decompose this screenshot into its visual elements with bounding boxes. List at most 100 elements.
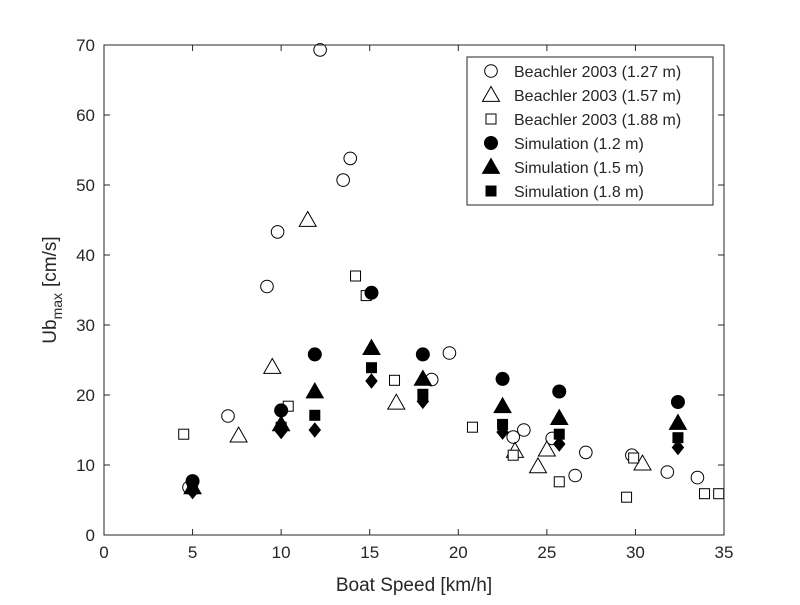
data-point-diamond-filled <box>365 373 378 389</box>
data-point-circle-open <box>313 43 327 57</box>
legend-label: Beachler 2003 (1.57 m) <box>514 88 681 105</box>
data-point-triangle-filled <box>413 369 433 386</box>
x-tick-label: 0 <box>99 543 108 562</box>
data-point-square-open <box>389 374 401 386</box>
x-tick-label: 15 <box>360 543 379 562</box>
data-point-square-open <box>553 476 565 488</box>
y-tick-label: 40 <box>76 246 95 265</box>
data-point-diamond-filled <box>496 424 509 440</box>
data-point-square-open <box>621 491 633 503</box>
data-point-circle-filled <box>495 371 510 386</box>
legend-label: Simulation (1.8 m) <box>514 184 644 201</box>
series-1 <box>229 210 652 474</box>
legend-entry: Beachler 2003 (1.27 m) <box>484 64 681 81</box>
data-points <box>178 43 725 503</box>
legend-entry: Simulation (1.8 m) <box>485 184 644 201</box>
y-tick-label: 60 <box>76 106 95 125</box>
data-point-square-open <box>628 452 640 464</box>
data-point-square-open <box>507 449 519 461</box>
data-point-diamond-filled <box>416 393 430 410</box>
legend-entry: Beachler 2003 (1.57 m) <box>481 85 681 105</box>
data-point-square-filled <box>365 362 377 374</box>
legend-marker-triangle-filled <box>481 157 501 174</box>
data-point-diamond-filled <box>308 422 322 438</box>
legend-box <box>466 56 714 206</box>
data-point-triangle-filled <box>493 396 512 414</box>
legend-entry: Beachler 2003 (1.88 m) <box>485 112 681 129</box>
legend-entry: Simulation (1.5 m) <box>481 157 644 177</box>
x-axis-label: Boat Speed [km/h] <box>336 575 492 596</box>
data-point-diamond-filled <box>671 439 685 456</box>
data-point-circle-open <box>690 470 705 485</box>
data-point-square-filled <box>309 409 321 421</box>
y-tick-label: 50 <box>76 176 95 195</box>
legend-label: Beachler 2003 (1.88 m) <box>514 112 681 129</box>
data-point-square-open <box>699 488 711 500</box>
data-point-circle-open <box>506 430 521 444</box>
data-point-square-open <box>713 488 725 500</box>
axes: 0 5 10 15 20 25 30 35 0 10 20 30 40 50 60 70 <box>76 36 733 562</box>
legend-entry: Simulation (1.2 m) <box>484 136 644 153</box>
data-point-circle-open <box>660 465 675 479</box>
x-tick-label: 5 <box>188 543 197 562</box>
data-point-circle-open <box>343 151 358 166</box>
data-point-triangle-open <box>386 393 406 410</box>
x-tick-label: 20 <box>449 543 468 562</box>
series-6 <box>186 373 685 500</box>
data-point-circle-open <box>442 346 457 360</box>
y-tick-label: 10 <box>76 456 95 475</box>
data-point-circle-filled <box>364 285 379 300</box>
data-point-triangle-open <box>528 456 548 474</box>
legend-marker-circle-filled <box>484 136 498 150</box>
data-point-circle-open <box>336 173 350 187</box>
data-point-circle-filled <box>552 384 567 399</box>
x-tick-label: 10 <box>272 543 291 562</box>
data-point-square-open <box>178 428 190 440</box>
legend-marker-square-open <box>485 113 497 125</box>
data-point-triangle-filled <box>305 381 325 399</box>
plot-frame <box>103 44 725 536</box>
legend-marker-square-filled <box>485 185 497 197</box>
data-point-diamond-filled <box>553 436 566 452</box>
data-point-triangle-filled <box>549 408 569 425</box>
data-point-circle-open <box>270 225 285 239</box>
data-point-diamond-filled <box>186 483 199 500</box>
legend-label: Simulation (1.2 m) <box>514 136 644 153</box>
y-tick-label: 20 <box>76 386 95 405</box>
data-point-triangle-open <box>229 426 248 443</box>
data-point-circle-filled <box>307 347 322 362</box>
data-point-circle-filled <box>415 347 430 362</box>
y-axis-label: Ubmax [cm/s] <box>40 236 65 343</box>
legend: Beachler 2003 (1.27 m) Beachler 2003 (1.5… <box>466 56 714 206</box>
x-tick-label: 30 <box>626 543 645 562</box>
data-point-circle-open <box>517 423 531 437</box>
y-axis-label-main: Ub <box>40 319 61 343</box>
data-point-triangle-open <box>298 210 318 227</box>
legend-marker-circle-open <box>484 64 498 78</box>
x-tick-label: 25 <box>537 543 556 562</box>
y-axis-label-unit: [cm/s] <box>40 236 61 287</box>
series-2 <box>178 270 725 503</box>
y-tick-label: 70 <box>76 36 95 55</box>
y-tick-label: 0 <box>86 526 95 545</box>
data-point-triangle-open <box>537 440 557 457</box>
y-tick-label: 30 <box>76 316 95 335</box>
data-point-triangle-filled <box>362 338 381 355</box>
y-axis-label-sub: max <box>49 293 65 319</box>
legend-label: Simulation (1.5 m) <box>514 160 644 177</box>
data-point-triangle-filled <box>668 413 688 430</box>
data-point-triangle-open <box>262 357 282 374</box>
data-point-square-open <box>466 421 478 433</box>
data-point-square-open <box>350 270 362 282</box>
data-point-circle-open <box>260 279 274 294</box>
data-point-circle-open <box>221 409 235 423</box>
legend-marker-triangle-open <box>481 85 501 102</box>
legend-label: Beachler 2003 (1.27 m) <box>514 64 681 81</box>
data-point-circle-filled <box>670 395 685 409</box>
data-point-circle-open <box>579 445 593 460</box>
x-tick-label: 35 <box>715 543 734 562</box>
data-point-diamond-filled <box>274 423 288 440</box>
data-point-circle-open <box>568 468 583 483</box>
